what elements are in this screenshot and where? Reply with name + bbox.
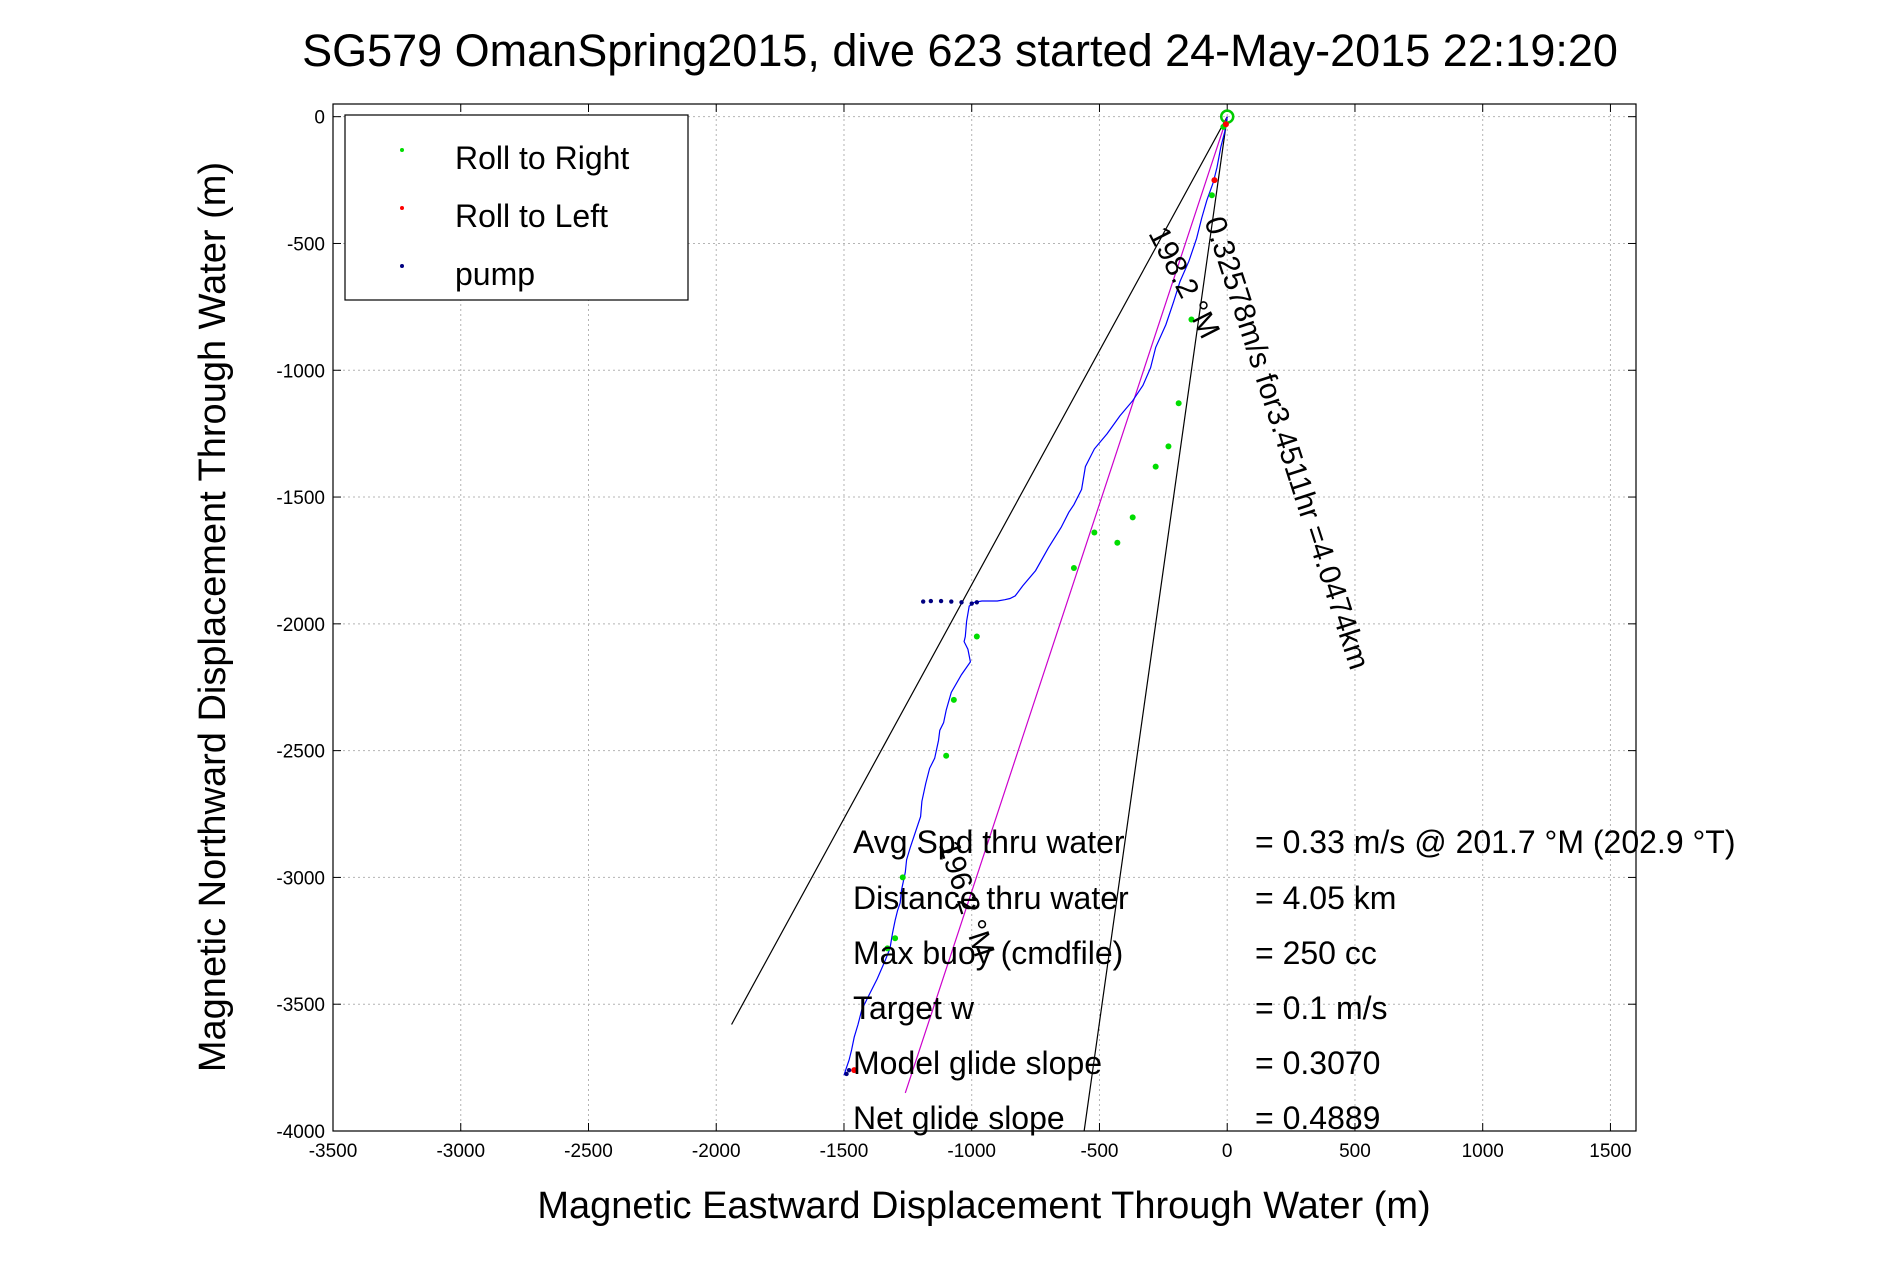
x-tick-label: -3500 <box>309 1141 358 1162</box>
stat-label-max-buoy: Max buoy (cmdfile) <box>853 935 1123 971</box>
legend-label-pump: pump <box>455 256 535 292</box>
roll-right-point <box>1165 443 1172 450</box>
x-tick-label: -2500 <box>564 1141 613 1162</box>
y-tick-label: -3500 <box>276 995 325 1016</box>
x-tick-label: -3000 <box>436 1141 485 1162</box>
track-series <box>843 116 1228 1076</box>
roll-right-point <box>884 945 891 952</box>
roll-right-point <box>892 935 899 942</box>
legend-marker-roll-left <box>400 206 404 210</box>
roll-left-point <box>1222 121 1229 128</box>
pump-point <box>969 601 974 606</box>
roll-right-point <box>1091 529 1098 536</box>
pump-point <box>928 598 934 604</box>
stat-label-avg-speed: Avg Spd thru water <box>853 824 1125 860</box>
y-tick-label: 0 <box>314 108 325 129</box>
roll-right-point <box>1114 539 1121 546</box>
x-tick-label: 500 <box>1339 1141 1371 1162</box>
legend-marker-roll-right <box>400 148 404 152</box>
pump-point <box>920 599 926 604</box>
x-tick-label: -500 <box>1080 1141 1118 1162</box>
y-tick-label: -3000 <box>276 868 325 889</box>
stats-block: Avg Spd thru water = 0.33 m/s @ 201.7 °M… <box>853 824 1736 1136</box>
roll-right-point <box>1188 316 1195 323</box>
heading-lines <box>731 116 1228 1132</box>
roll-right-point <box>950 696 957 703</box>
stat-value-distance: = 4.05 km <box>1255 880 1396 916</box>
roll-right-point <box>943 752 950 759</box>
axis-ticks: -3500 -3000 -2500 -2000 -1500 -1000 -500 0 500 10… <box>276 104 1636 1162</box>
y-tick-label: -1500 <box>276 488 325 509</box>
legend-marker-pump <box>400 264 404 268</box>
stat-value-net-glide: = 0.4889 <box>1255 1100 1380 1136</box>
y-tick-label: -4000 <box>276 1122 325 1143</box>
roll-right-point <box>973 633 980 640</box>
pump-point <box>844 1071 849 1077</box>
pump-point <box>974 600 980 605</box>
pump-point <box>959 600 964 605</box>
heading-line <box>904 116 1228 1094</box>
stat-value-target-w: = 0.1 m/s <box>1255 990 1388 1026</box>
pump-point <box>846 1067 852 1073</box>
stat-value-avg-speed: = 0.33 m/s @ 201.7 °M (202.9 °T) <box>1255 824 1736 860</box>
heading-line <box>731 116 1228 1025</box>
stat-label-target-w: Target w <box>853 990 975 1026</box>
roll-left-point <box>851 1067 858 1074</box>
x-tick-label: 0 <box>1222 1141 1233 1162</box>
y-tick-label: -2000 <box>276 615 325 636</box>
roll-right-point <box>1175 400 1182 407</box>
legend-label-roll-right: Roll to Right <box>455 140 629 176</box>
y-tick-label: -2500 <box>276 742 325 763</box>
x-axis-label: Magnetic Eastward Displacement Through W… <box>537 1185 1430 1227</box>
chart-title: SG579 OmanSpring2015, dive 623 started 2… <box>302 25 1618 76</box>
x-tick-label: 1500 <box>1589 1141 1631 1162</box>
stat-label-model-glide: Model glide slope <box>853 1045 1102 1081</box>
stat-value-max-buoy: = 250 cc <box>1255 935 1377 971</box>
legend-label-roll-left: Roll to Left <box>455 198 608 234</box>
x-tick-label: -1000 <box>947 1141 996 1162</box>
roll-right-point <box>1129 514 1136 521</box>
y-tick-label: -500 <box>287 234 325 255</box>
y-axis-label: Magnetic Northward Displacement Through … <box>192 162 234 1072</box>
legend: Roll to Right Roll to Left pump <box>344 114 689 301</box>
track-line <box>843 116 1228 1076</box>
x-tick-label: 1000 <box>1462 1141 1504 1162</box>
y-tick-label: -1000 <box>276 361 325 382</box>
x-tick-label: -2000 <box>692 1141 741 1162</box>
roll-right-point <box>1152 463 1159 470</box>
roll-right-point <box>899 874 906 881</box>
roll-markers <box>844 109 1235 1077</box>
x-tick-label: -1500 <box>820 1141 869 1162</box>
roll-left-point <box>1211 177 1218 184</box>
plot-frame <box>332 103 1637 1132</box>
roll-right-point <box>1070 565 1077 572</box>
stat-value-model-glide: = 0.3070 <box>1255 1045 1380 1081</box>
stat-label-distance: Distance thru water <box>853 880 1129 916</box>
heading-line <box>1083 116 1228 1132</box>
stat-label-net-glide: Net glide slope <box>853 1100 1065 1136</box>
pump-point <box>938 598 944 604</box>
pump-point <box>949 599 954 604</box>
roll-right-point <box>1208 192 1215 199</box>
